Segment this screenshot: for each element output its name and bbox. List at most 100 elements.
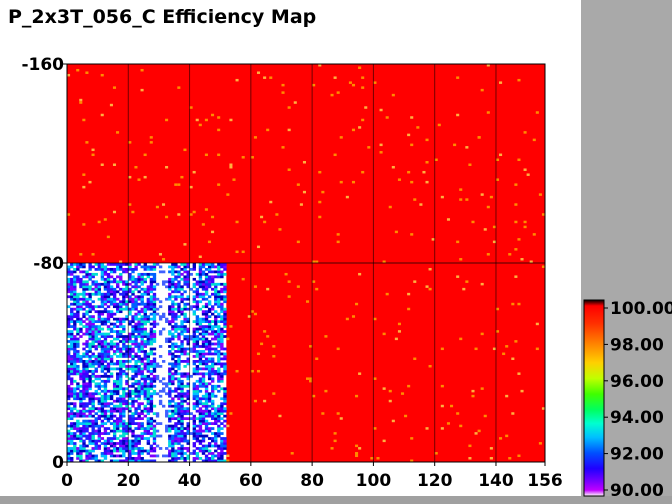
heatmap-cell xyxy=(514,220,518,224)
heatmap-cell xyxy=(140,372,144,376)
heatmap-cell xyxy=(198,292,203,296)
heatmap-cell xyxy=(128,300,132,304)
heatmap-cell xyxy=(195,272,200,276)
heatmap-cell xyxy=(140,317,144,321)
heatmap-cell xyxy=(207,342,212,346)
heatmap-cell xyxy=(140,382,144,386)
heatmap-cell xyxy=(112,290,117,294)
heatmap-cell xyxy=(122,295,126,299)
heatmap-cell xyxy=(122,442,126,445)
heatmap-cell xyxy=(116,389,120,393)
heatmap-cell xyxy=(79,307,83,311)
heatmap-cell xyxy=(119,267,123,271)
heatmap-cell xyxy=(106,355,111,358)
heatmap-cell xyxy=(106,297,111,301)
heatmap-cell xyxy=(88,397,92,401)
heatmap-cell xyxy=(180,424,184,428)
heatmap-cell xyxy=(109,312,114,316)
heatmap-cell xyxy=(174,285,178,289)
heatmap-cell xyxy=(183,337,187,341)
heatmap-cell xyxy=(91,369,95,373)
heatmap-cell xyxy=(220,427,224,430)
heatmap-cell xyxy=(106,350,111,353)
heatmap-cell xyxy=(177,362,181,366)
heatmap-cell xyxy=(186,360,190,363)
heatmap-cell xyxy=(85,280,89,284)
heatmap-cell xyxy=(112,267,117,271)
heatmap-cell xyxy=(152,429,157,433)
heatmap-cell xyxy=(79,427,83,430)
heatmap-cell xyxy=(88,379,92,383)
heatmap-cell xyxy=(260,215,264,219)
heatmap-cell xyxy=(174,315,178,319)
heatmap-cell xyxy=(217,270,221,274)
heatmap-cell xyxy=(214,275,218,279)
heatmap-cell xyxy=(207,327,212,331)
heatmap-cell xyxy=(158,345,163,348)
heatmap-cell xyxy=(112,325,117,328)
heatmap-cell xyxy=(541,213,545,216)
heatmap-cell xyxy=(106,397,111,401)
heatmap-cell xyxy=(112,384,117,388)
heatmap-cell xyxy=(100,327,105,331)
heatmap-cell xyxy=(223,322,227,326)
heatmap-cell xyxy=(100,350,105,353)
heatmap-cell xyxy=(217,407,221,411)
heatmap-cell xyxy=(106,389,111,393)
heatmap-cell xyxy=(82,342,86,346)
heatmap-cell xyxy=(91,265,95,269)
heatmap-cell xyxy=(195,367,200,371)
heatmap-cell xyxy=(125,427,129,430)
heatmap-cell xyxy=(158,330,163,333)
heatmap-cell xyxy=(198,419,203,423)
heatmap-cell xyxy=(287,295,291,298)
heatmap-cell xyxy=(134,409,138,413)
heatmap-cell xyxy=(116,263,120,266)
heatmap-cell xyxy=(134,297,138,301)
heatmap-cell xyxy=(198,407,203,411)
heatmap-cell xyxy=(82,285,86,289)
heatmap-cell xyxy=(180,422,184,425)
heatmap-cell xyxy=(94,362,98,366)
heatmap-cell xyxy=(440,404,444,408)
heatmap-cell xyxy=(201,402,206,406)
heatmap-cell xyxy=(103,387,108,391)
heatmap-cell xyxy=(97,340,102,343)
heatmap-cell xyxy=(523,225,527,229)
heatmap-cell xyxy=(88,275,92,279)
heatmap-cell xyxy=(140,88,144,92)
heatmap-cell xyxy=(88,347,92,351)
heatmap-cell xyxy=(152,287,157,291)
heatmap-cell xyxy=(109,439,114,443)
heatmap-cell xyxy=(79,394,83,398)
heatmap-cell xyxy=(128,265,132,269)
heatmap-cell xyxy=(112,409,117,413)
heatmap-cell xyxy=(67,265,71,269)
heatmap-cell xyxy=(143,357,147,361)
heatmap-cell xyxy=(70,382,74,386)
heatmap-cell xyxy=(128,360,132,363)
heatmap-cell xyxy=(379,143,383,147)
heatmap-cell xyxy=(73,394,77,398)
heatmap-cell xyxy=(229,165,233,169)
heatmap-cell xyxy=(137,422,141,425)
heatmap-cell xyxy=(333,439,337,443)
heatmap-cell xyxy=(186,280,190,284)
heatmap-cell xyxy=(149,305,154,309)
heatmap-cell xyxy=(235,250,239,254)
heatmap-cell xyxy=(103,345,108,348)
heatmap-cell xyxy=(186,449,190,453)
heatmap-cell xyxy=(131,350,135,353)
heatmap-cell xyxy=(143,382,147,386)
heatmap-cell xyxy=(217,377,221,381)
heatmap-cell xyxy=(122,402,126,406)
heatmap-cell xyxy=(103,340,108,343)
heatmap-cell xyxy=(140,325,144,328)
heatmap-cell xyxy=(361,118,365,122)
heatmap-cell xyxy=(152,360,157,363)
heatmap-cell xyxy=(183,439,187,443)
heatmap-cell xyxy=(180,287,184,291)
heatmap-cell xyxy=(134,379,138,383)
heatmap-cell xyxy=(168,322,172,326)
heatmap-cell xyxy=(85,374,89,378)
